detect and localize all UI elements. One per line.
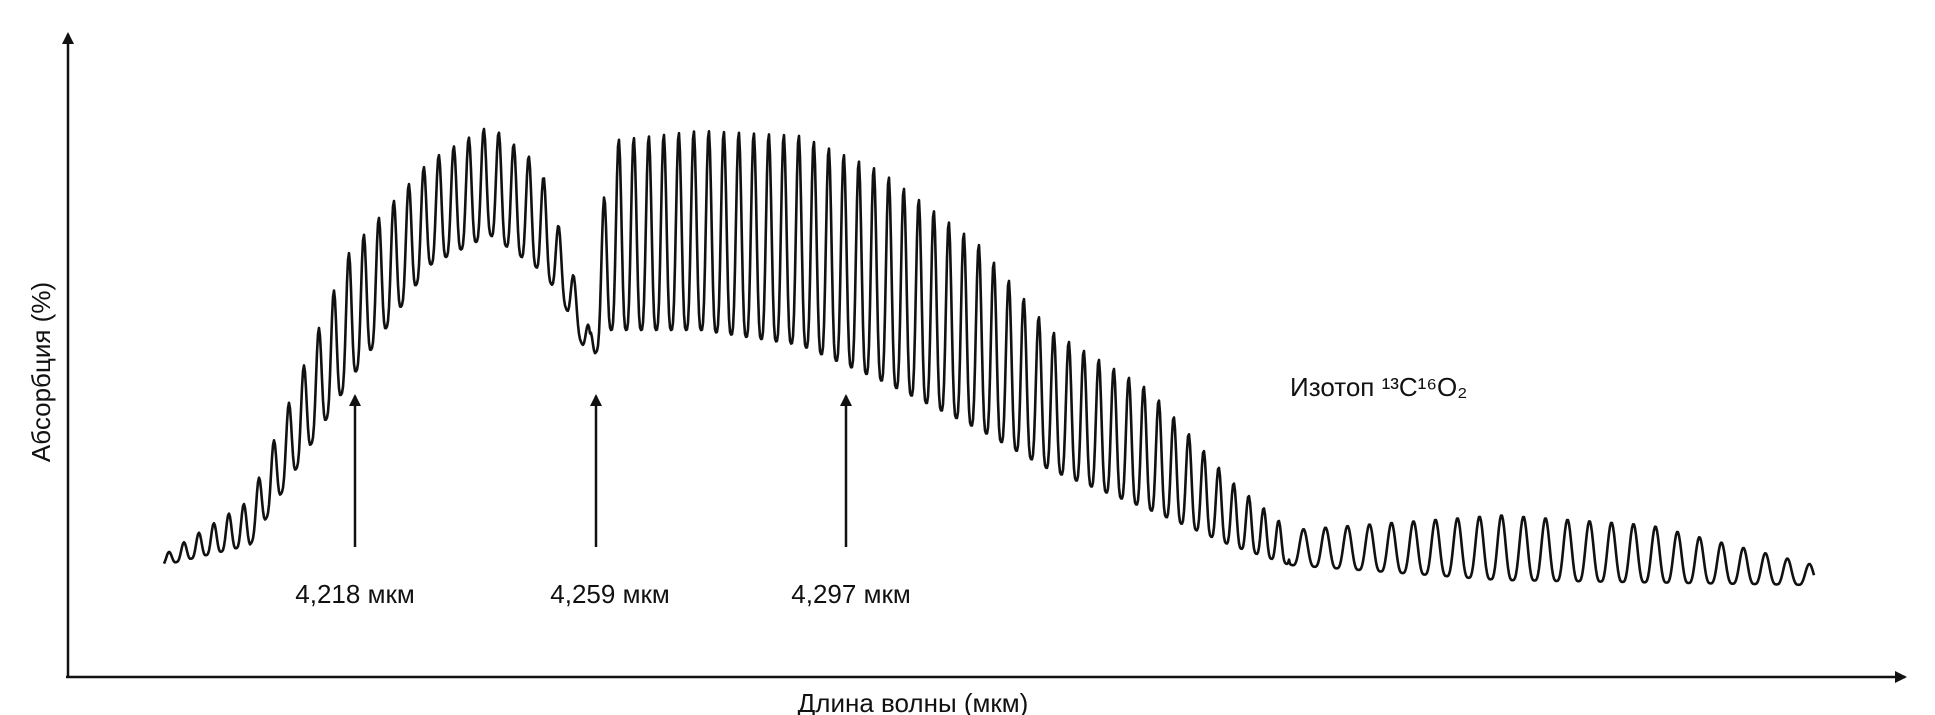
x-axis-label: Длина волны (мкм) [798, 688, 1029, 715]
annotation: 4,218 мкм [295, 579, 414, 609]
annotation: 4,297 мкм [791, 579, 910, 609]
spectrum-curve [162, 127, 1816, 587]
y-axis-label: Абсорбция (%) [26, 282, 56, 462]
annotation: 4,259 мкм [550, 579, 669, 609]
series-label: Изотоп ¹³C¹⁶O₂ [1290, 372, 1467, 402]
